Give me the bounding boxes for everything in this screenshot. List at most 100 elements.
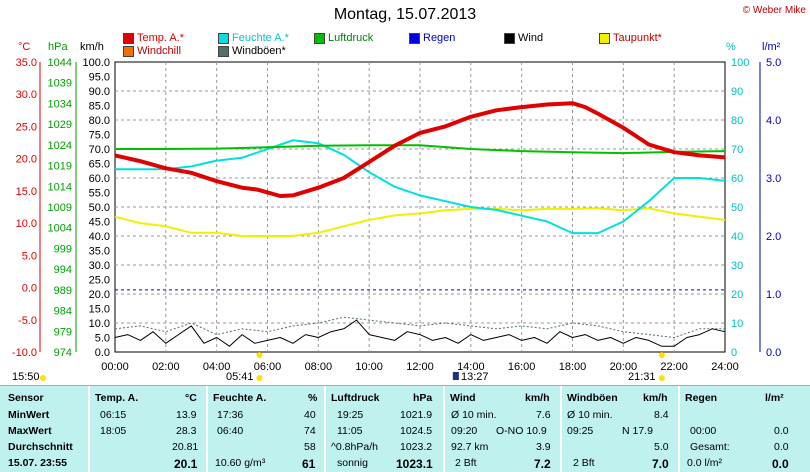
- pressure-tick-label: 974: [54, 347, 72, 359]
- header-temp: Temp. A.: [95, 392, 139, 404]
- cell-trend: ^0.8hPa/h: [331, 441, 378, 453]
- row-label: MaxWert: [8, 425, 52, 437]
- temp-tick-label: 5.0: [22, 250, 37, 262]
- cell-time: 17:36: [217, 409, 244, 421]
- pressure-tick-label: 1029: [48, 119, 72, 131]
- x-tick-label: 00:00: [101, 361, 129, 373]
- temp-tick-label: 0.0: [22, 283, 37, 295]
- humidity-tick-label: 60: [731, 173, 743, 185]
- legend-swatch-icon: [504, 32, 515, 44]
- wind-tick-label: 75.0: [89, 130, 110, 142]
- sunrise-icon: [256, 352, 263, 358]
- temp-tick-label: 25.0: [16, 121, 37, 133]
- header-rain-unit: l/m²: [765, 392, 784, 404]
- temp-tick-label: 15.0: [16, 186, 37, 198]
- series-line-windben: [114, 316, 725, 338]
- pressure-tick-label: 1004: [48, 223, 72, 235]
- humidity-tick-label: 20: [731, 289, 743, 301]
- header-sensor: Sensor: [8, 392, 44, 404]
- pressure-tick-label: 989: [54, 285, 72, 297]
- legend-wind: Wind: [504, 32, 543, 44]
- wind-tick-label: 5.0: [95, 333, 110, 345]
- x-tick-label: 04:00: [203, 361, 231, 373]
- temp-tick-label: 35.0: [16, 57, 37, 69]
- header-rain: Regen: [685, 392, 718, 404]
- event-time-left: 15:50: [12, 371, 40, 383]
- temp-tick-label: -10.0: [12, 347, 37, 359]
- legend-temp: Temp. A.*: [123, 32, 184, 44]
- legend-gusts: Windböen*: [218, 45, 286, 57]
- x-tick-label: 22:00: [660, 361, 688, 373]
- wind-tick-label: 85.0: [89, 101, 110, 113]
- wind-tick-label: 10.0: [89, 318, 110, 330]
- cell-value: 8.4: [654, 409, 669, 421]
- header-humidity: Feuchte A.: [213, 392, 267, 404]
- cell-absolute-humidity: 10.60 g/m³: [215, 457, 266, 469]
- legend-swatch-icon: [599, 32, 610, 44]
- series-line-luftdruck: [115, 144, 726, 155]
- wind-tick-label: 90.0: [89, 86, 110, 98]
- humidity-tick-label: 10: [731, 318, 743, 330]
- summary-table: Sensor Temp. A. °C Feuchte A. % Luftdruc…: [0, 385, 810, 472]
- x-tick-label: 14:00: [457, 361, 485, 373]
- cell-time: Ø 10 min.: [451, 409, 497, 421]
- rain-tick-label: 5.0: [766, 57, 781, 69]
- temp-axis-unit: °C: [18, 41, 31, 53]
- wind-tick-label: 45.0: [89, 217, 110, 229]
- cell-current: 20.1: [174, 457, 198, 471]
- wind-tick-label: 20.0: [89, 289, 110, 301]
- temp-tick-label: 10.0: [16, 218, 37, 230]
- legend-swatch-icon: [123, 45, 134, 57]
- sunset-time: 21:31: [628, 371, 656, 383]
- rain-tick-label: 2.0: [766, 231, 781, 243]
- legend-rain: Regen: [409, 32, 455, 44]
- sun-icon: [40, 375, 46, 381]
- humidity-axis-unit: %: [726, 41, 736, 53]
- series-line-feuchtea: [115, 139, 726, 235]
- cell-value: 1023.2: [400, 441, 433, 453]
- series-line-tempa: [114, 101, 726, 198]
- cell-value: 20.81: [172, 441, 199, 453]
- cell-current: 61: [302, 457, 316, 471]
- legend-swatch-icon: [123, 32, 134, 44]
- header-pressure-unit: hPa: [413, 392, 433, 404]
- sunrise-icon: [256, 375, 263, 381]
- x-tick-label: 06:00: [254, 361, 282, 373]
- x-tick-label: 02:00: [152, 361, 180, 373]
- header-gusts: Windböen: [567, 392, 618, 404]
- wind-tick-label: 55.0: [89, 188, 110, 200]
- x-tick-label: 16:00: [508, 361, 536, 373]
- legend-windchill: Windchill: [123, 45, 181, 57]
- rain-tick-label: 1.0: [766, 289, 781, 301]
- rain-tick-label: 3.0: [766, 173, 781, 185]
- temp-tick-label: -5.0: [18, 315, 37, 327]
- temp-tick-label: 30.0: [16, 89, 37, 101]
- pressure-tick-label: 984: [54, 306, 72, 318]
- cell-time: 19:25: [337, 409, 364, 421]
- copyright-text: © Weber Mike: [742, 5, 806, 16]
- cell-value: 7.6: [536, 409, 551, 421]
- cell-time: 06:15: [100, 409, 127, 421]
- wind-tick-label: 50.0: [89, 202, 110, 214]
- cell-value: 5.0: [654, 441, 669, 453]
- pressure-tick-label: 1024: [48, 140, 72, 152]
- moon-icon: [452, 372, 459, 380]
- humidity-tick-label: 40: [731, 231, 743, 243]
- x-tick-label: 18:00: [559, 361, 587, 373]
- wind-tick-label: 95.0: [89, 72, 110, 84]
- cell-direction: O-NO 10.9: [496, 425, 547, 437]
- row-label: 15.07. 23:55: [8, 457, 67, 469]
- cell-value: 58: [304, 441, 316, 453]
- cell-time: 00:00: [690, 425, 717, 437]
- row-label: MinWert: [8, 409, 50, 421]
- header-pressure: Luftdruck: [331, 392, 380, 404]
- x-tick-label: 12:00: [406, 361, 434, 373]
- cell-time: 06:40: [217, 425, 244, 437]
- pressure-tick-label: 999: [54, 243, 72, 255]
- cell-time: 11:05: [337, 425, 363, 437]
- wind-tick-label: 80.0: [89, 115, 110, 127]
- cell-value: 3.9: [536, 441, 551, 453]
- series-line-wind: [114, 319, 726, 347]
- sunset-icon: [658, 375, 665, 381]
- header-wind: Wind: [450, 392, 476, 404]
